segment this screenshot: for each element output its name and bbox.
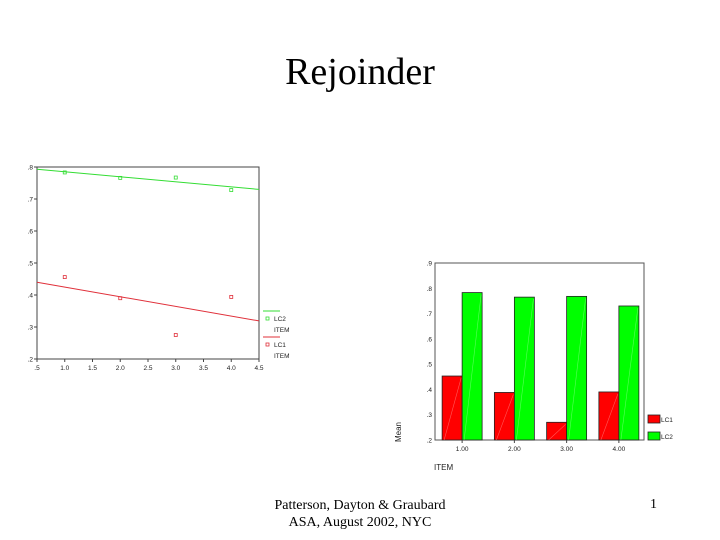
legend-label: LC1 xyxy=(274,342,286,349)
footer-authors: Patterson, Dayton & Graubard xyxy=(274,498,446,513)
legend-sublabel: ITEM xyxy=(274,327,290,334)
y-axis-label: Mean xyxy=(394,422,403,442)
x-tick-label: 3.0 xyxy=(171,365,180,372)
bar-highlight xyxy=(516,299,534,441)
y-tick-label: .3 xyxy=(427,412,433,419)
fit-line-lc1 xyxy=(36,281,260,322)
x-tick-label: 1.0 xyxy=(60,365,69,372)
bar-highlight xyxy=(443,377,462,441)
bar-lc2 xyxy=(618,305,640,441)
slide-title: Rejoinder xyxy=(285,51,435,93)
bar-lc2 xyxy=(461,292,483,441)
legend-marker xyxy=(265,342,270,347)
legend-label: LC2 xyxy=(274,316,286,323)
legend-swatch-lc2 xyxy=(647,431,661,441)
y-tick-label: .8 xyxy=(28,165,34,172)
y-tick-label: .4 xyxy=(427,387,433,394)
bar-lc2 xyxy=(513,296,535,441)
data-point xyxy=(118,296,123,301)
x-tick-label: 3.5 xyxy=(199,365,208,372)
x-tick-label: 4.00 xyxy=(613,446,626,453)
y-tick-label: .7 xyxy=(28,197,34,204)
x-tick-label: 2.00 xyxy=(508,446,521,453)
x-tick-label: 4.5 xyxy=(254,365,263,372)
data-point xyxy=(173,333,178,337)
footer-venue: ASA, August 2002, NYC xyxy=(288,515,432,530)
data-point xyxy=(62,170,67,175)
x-tick-label: 1.5 xyxy=(88,365,97,372)
x-tick-label: .5 xyxy=(34,365,40,372)
y-tick-label: .4 xyxy=(28,293,34,300)
legend-label: LC1 xyxy=(661,417,673,424)
bar-lc2 xyxy=(566,295,588,441)
data-point xyxy=(173,175,178,180)
x-tick-label: 1.00 xyxy=(456,446,469,453)
y-tick-label: .5 xyxy=(427,362,433,369)
slide-footer: Patterson, Dayton & Graubard ASA, August… xyxy=(240,497,480,531)
legend-label: LC2 xyxy=(661,434,673,441)
y-tick-label: .5 xyxy=(28,261,34,268)
y-tick-label: .2 xyxy=(28,357,34,364)
data-point xyxy=(229,188,234,192)
bar-highlight xyxy=(548,424,566,441)
plot-frame xyxy=(36,166,260,360)
y-tick-label: .2 xyxy=(427,438,433,445)
bar-highlight xyxy=(496,394,514,441)
y-tick-label: .8 xyxy=(427,286,433,293)
data-point xyxy=(62,275,67,279)
legend-swatch-lc1 xyxy=(647,414,661,424)
x-axis-label: ITEM xyxy=(434,463,453,472)
legend-sublabel: ITEM xyxy=(274,353,290,360)
y-tick-label: .9 xyxy=(427,261,433,268)
x-tick-label: 2.0 xyxy=(116,365,125,372)
x-tick-label: 4.0 xyxy=(227,365,236,372)
legend-marker xyxy=(265,316,270,321)
y-tick-label: .7 xyxy=(427,311,433,318)
x-tick-label: 3.00 xyxy=(560,446,573,453)
bar-highlight xyxy=(600,393,619,441)
fit-line-lc2 xyxy=(36,168,260,190)
bar-highlight xyxy=(568,298,586,441)
bar-highlight xyxy=(463,294,482,441)
y-tick-label: .6 xyxy=(427,336,433,343)
y-tick-label: .6 xyxy=(28,229,34,236)
bar-highlight xyxy=(620,307,639,441)
bar-lc1 xyxy=(546,421,568,441)
data-point xyxy=(229,295,234,299)
x-tick-label: 2.5 xyxy=(143,365,152,372)
data-point xyxy=(118,175,123,180)
y-tick-label: .3 xyxy=(28,325,34,332)
page-number: 1 xyxy=(650,497,657,512)
